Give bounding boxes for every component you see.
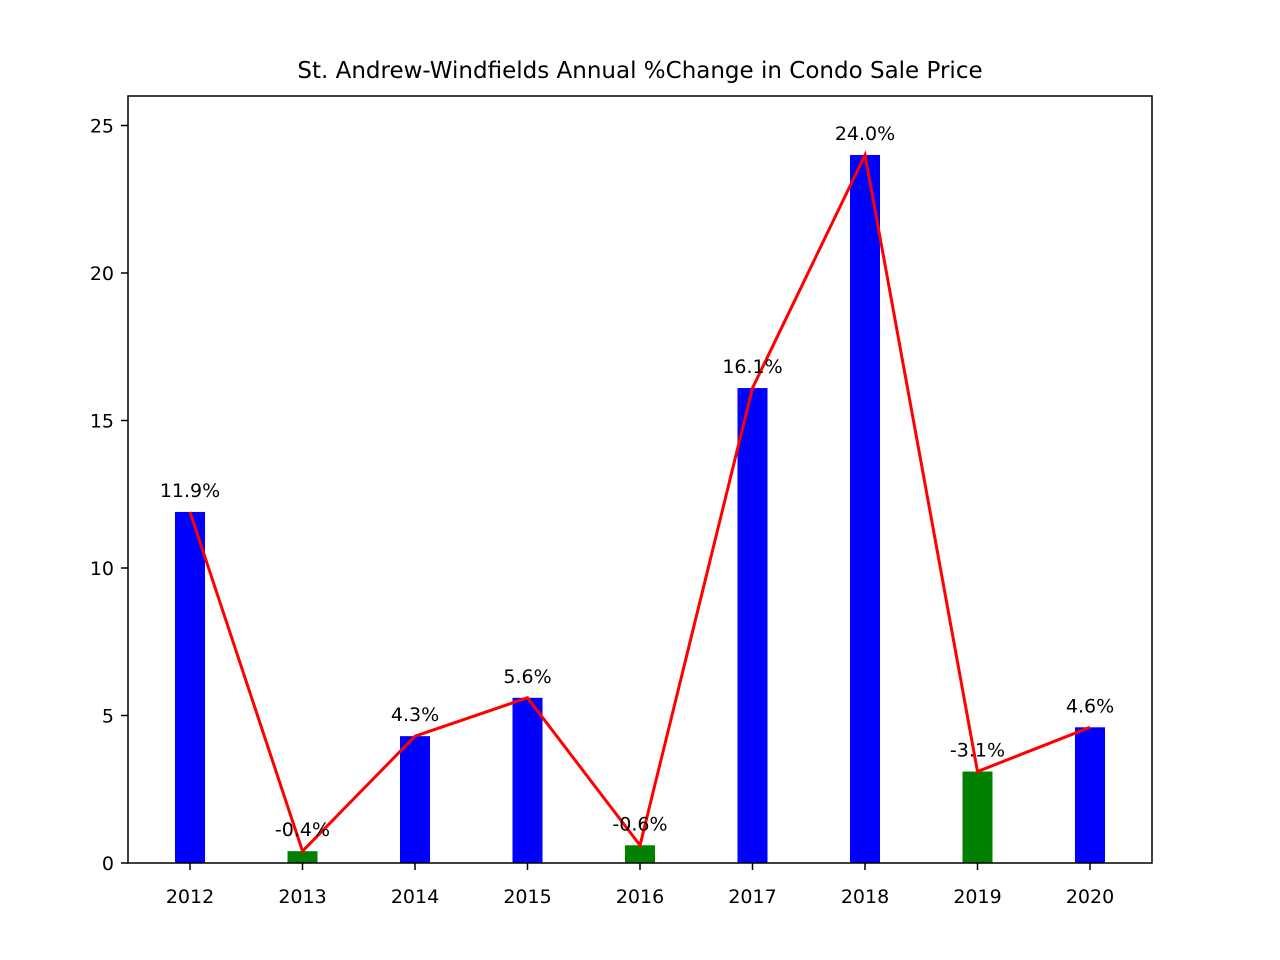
bar-2016 [625,845,655,863]
x-tick-label-2014: 2014 [391,886,439,908]
y-tick-label-10: 10 [90,558,114,580]
x-tick-label-2013: 2013 [278,886,326,908]
data-label-2018: 24.0% [835,123,895,145]
bar-2015 [512,697,543,863]
x-tick-label-2015: 2015 [503,886,551,908]
data-label-2015: 5.6% [503,666,551,688]
y-tick-label-15: 15 [90,411,114,433]
data-labels-group: 11.9% -0.4% 4.3% 5.6% -0.6% 16.1% 24.0% -3.1% 4.… [160,123,1114,841]
bar-2013 [287,851,318,863]
trend-line [188,150,1091,855]
bar-2017 [737,388,768,863]
data-label-2014: 4.3% [391,704,439,726]
trend-line-group [188,150,1091,855]
data-label-2016: -0.6% [612,813,667,835]
y-tick-label-20: 20 [90,263,114,285]
data-label-2020: 4.6% [1066,695,1114,717]
data-label-2012: 11.9% [160,480,220,502]
y-tick-label-0: 0 [102,853,114,875]
data-label-2013: -0.4% [275,819,330,841]
y-tick-label-5: 5 [102,706,114,728]
x-tick-label-2019: 2019 [953,886,1001,908]
data-label-2017: 16.1% [722,356,782,378]
bar-2018 [850,155,880,863]
bars-group [175,155,1105,863]
y-tick-label-25: 25 [90,116,114,138]
bar-2012 [175,511,205,863]
bar-2020 [1075,727,1105,863]
data-label-2019: -3.1% [950,740,1005,762]
x-tick-label-2016: 2016 [616,886,664,908]
x-tick-label-2012: 2012 [166,886,214,908]
axes-group: 0 5 10 15 20 25 2012 2013 2014 2015 2016 2017 2018 20… [90,95,1153,908]
x-tick-label-2020: 2020 [1066,886,1114,908]
bar-2014 [400,736,430,863]
x-tick-label-2017: 2017 [728,886,776,908]
x-tick-label-2018: 2018 [841,886,889,908]
bar-2019 [962,771,993,863]
chart-title: St. Andrew-Windfields Annual %Change in … [297,58,982,84]
